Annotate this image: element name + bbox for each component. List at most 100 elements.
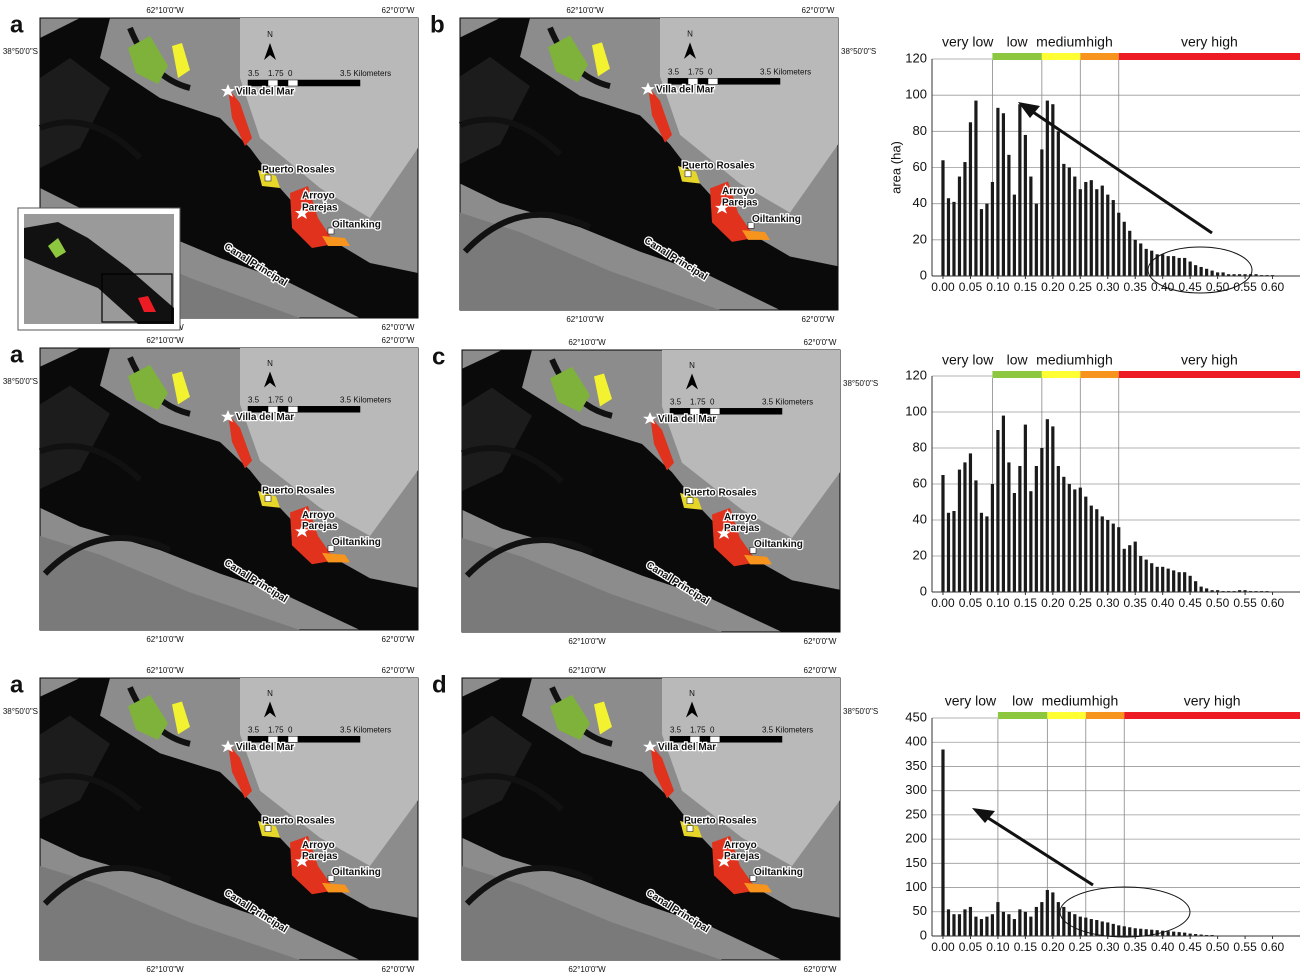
bar — [1100, 185, 1104, 276]
bar — [1172, 256, 1176, 276]
star — [295, 206, 309, 219]
panel-letter: a — [10, 341, 24, 368]
bar — [1111, 923, 1115, 936]
bar — [1007, 462, 1011, 592]
x-tick-label: 0.10 — [986, 596, 1010, 610]
sensitivity-very-high — [650, 743, 674, 799]
sensitivity-very-high — [710, 181, 760, 242]
scale-bar — [717, 78, 781, 85]
bar — [1237, 274, 1242, 276]
bar — [1012, 919, 1016, 936]
place-name: Puerto Rosales — [262, 816, 335, 827]
scale-label: 3.5 Kilometers — [760, 67, 811, 76]
scale-label: 1.75 — [690, 397, 706, 406]
sensitivity-very-high — [650, 415, 674, 471]
sensitivity-very-high — [712, 507, 762, 567]
y-tick-label: 20 — [913, 231, 927, 246]
bar — [1133, 541, 1137, 592]
marker-square — [264, 174, 272, 182]
class-bar — [1118, 371, 1300, 378]
place-name: Parejas — [724, 523, 760, 534]
bar — [1073, 176, 1077, 276]
x-tick-label: 0.50 — [1206, 940, 1230, 954]
bar — [1232, 274, 1236, 276]
bar — [1210, 270, 1214, 276]
north-arrow — [686, 701, 698, 718]
y-tick-label: 350 — [905, 758, 927, 773]
bar — [1084, 181, 1088, 276]
longitude-label: 62°0'0"W — [382, 635, 415, 644]
bar — [1100, 516, 1104, 592]
x-tick-label: 0.15 — [1014, 280, 1038, 294]
bar — [1040, 149, 1044, 276]
place-name: Oiltanking — [332, 537, 381, 548]
longitude-label: 62°0'0"W — [382, 336, 415, 345]
scale-bar — [667, 78, 689, 85]
scale-label: 0 — [288, 69, 293, 78]
class-bar — [1080, 53, 1119, 60]
bar — [952, 914, 956, 936]
bar — [1183, 932, 1187, 936]
bar — [1034, 906, 1038, 936]
north-arrow — [264, 371, 276, 388]
star — [717, 854, 731, 867]
place-name: Parejas — [722, 198, 758, 209]
bar — [1155, 930, 1159, 936]
star — [221, 410, 235, 423]
x-tick-label: 0.30 — [1096, 940, 1120, 954]
star — [717, 526, 731, 539]
bar — [1029, 916, 1033, 936]
arrow-head — [1018, 102, 1040, 118]
bar — [1056, 902, 1060, 936]
y-tick-label: 200 — [905, 831, 927, 846]
scale-label: 3.5 Kilometers — [340, 395, 391, 404]
sensitivity-very-high — [228, 413, 252, 469]
sensitivity-high — [322, 552, 350, 563]
longitude-label: 62°10'0"W — [146, 635, 184, 644]
x-tick-label: 0.55 — [1233, 940, 1257, 954]
sensitivity-low — [128, 694, 168, 741]
x-tick-label: 0.60 — [1261, 596, 1285, 610]
scale-label: 0 — [288, 395, 293, 404]
marker-square — [327, 875, 335, 882]
bar — [979, 512, 984, 592]
scale-label: 1.75 — [688, 67, 704, 76]
bar — [1089, 180, 1093, 276]
bar — [957, 176, 962, 276]
longitude-label: 62°10'0"W — [146, 6, 184, 15]
bar — [941, 160, 945, 276]
class-bar — [1041, 53, 1081, 60]
bar — [1023, 424, 1027, 592]
bar — [1034, 466, 1038, 592]
bar — [1133, 239, 1137, 276]
scale-label: 3.5 Kilometers — [762, 397, 813, 406]
star — [221, 740, 235, 753]
bar — [1122, 926, 1126, 936]
bar — [1084, 917, 1088, 936]
bar — [1161, 930, 1165, 936]
marker-square — [327, 545, 335, 552]
class-bar — [1085, 712, 1125, 719]
bar — [1034, 203, 1038, 276]
bar — [1144, 248, 1148, 276]
x-tick-label: 0.00 — [931, 940, 955, 954]
sensitivity-medium — [592, 42, 610, 77]
bar — [1056, 131, 1060, 276]
y-tick-label: 150 — [905, 855, 927, 870]
y-tick-label: 120 — [905, 367, 927, 382]
longitude-label: 62°10'0"W — [568, 666, 606, 675]
x-tick-label: 0.10 — [986, 280, 1010, 294]
water-left — [40, 715, 110, 819]
bar — [1001, 113, 1006, 276]
bar — [1023, 911, 1027, 936]
latitude-label: 38°50'0"S — [3, 707, 38, 716]
bar — [1216, 590, 1220, 592]
x-tick-label: 0.40 — [1151, 280, 1175, 294]
sensitivity-medium — [594, 701, 612, 735]
bar — [1188, 933, 1192, 936]
y-tick-label: 40 — [913, 511, 927, 526]
bar — [996, 430, 1000, 592]
bar — [1188, 575, 1192, 592]
bar — [1199, 586, 1203, 592]
x-tick-label: 0.60 — [1261, 940, 1285, 954]
